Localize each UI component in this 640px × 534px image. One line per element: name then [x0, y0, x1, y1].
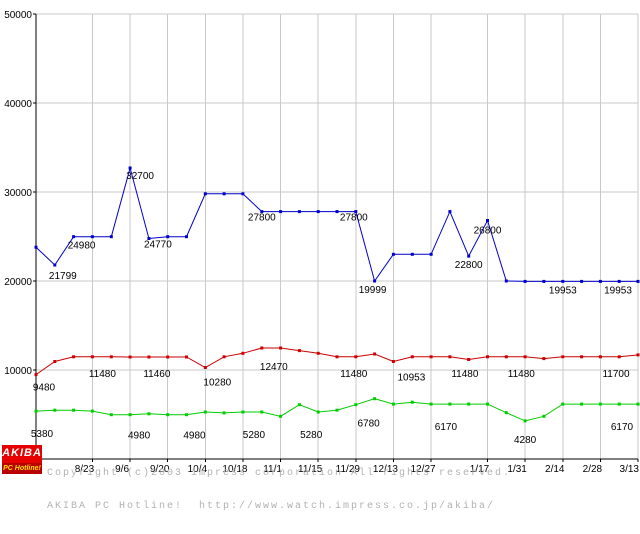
svg-text:11480: 11480: [451, 369, 479, 380]
svg-text:24980: 24980: [68, 241, 96, 252]
svg-text:12470: 12470: [260, 362, 288, 373]
svg-text:11700: 11700: [602, 369, 630, 380]
svg-text:26800: 26800: [474, 226, 502, 237]
svg-text:4280: 4280: [514, 435, 537, 446]
svg-text:9/20: 9/20: [150, 464, 170, 475]
svg-text:11480: 11480: [508, 369, 536, 380]
svg-text:2/28: 2/28: [583, 464, 603, 475]
svg-text:50000: 50000: [4, 10, 32, 21]
svg-text:32700: 32700: [126, 171, 154, 182]
y-axis-labels: 10000 20000 30000 40000 50000: [4, 10, 32, 377]
point-value-labels: 21799 24980 32700 24770 27800 27800 19999 22800…: [31, 171, 634, 446]
axes: [33, 13, 639, 462]
logo-pc-hotline-text: PC Hotline!: [2, 463, 42, 474]
svg-text:9/6: 9/6: [115, 464, 129, 475]
series-red: [34, 346, 640, 377]
svg-text:10953: 10953: [397, 373, 425, 384]
svg-text:30000: 30000: [4, 188, 32, 199]
copyright-block: Copyright (c)2003 impress corporation Al…: [47, 445, 511, 534]
series-blue: [34, 166, 640, 283]
series-green: [34, 397, 640, 423]
price-trend-line-chart: 10000200003000040000500008/28/239/69/201…: [4, 10, 640, 475]
svg-text:1/17: 1/17: [470, 464, 490, 475]
svg-text:9480: 9480: [33, 383, 56, 394]
svg-text:27800: 27800: [248, 213, 276, 224]
svg-text:6170: 6170: [611, 422, 634, 433]
footer: AKIBA PC Hotline! Copyright (c)2003 impr…: [2, 445, 511, 534]
svg-text:10280: 10280: [203, 378, 231, 389]
svg-text:21799: 21799: [49, 271, 77, 282]
svg-text:12/27: 12/27: [411, 464, 436, 475]
svg-text:11480: 11480: [340, 369, 368, 380]
svg-text:40000: 40000: [4, 99, 32, 110]
x-axis-labels: 8/28/239/69/2010/410/1811/111/1511/2912/…: [11, 464, 639, 475]
svg-text:11/29: 11/29: [336, 464, 361, 475]
svg-text:8/23: 8/23: [75, 464, 95, 475]
svg-text:11460: 11460: [143, 369, 171, 380]
akiba-pc-hotline-logo: AKIBA PC Hotline!: [2, 445, 42, 474]
svg-text:6170: 6170: [435, 422, 458, 433]
svg-text:6780: 6780: [357, 419, 380, 430]
site-url-text: AKIBA PC Hotline! http://www.watch.impre…: [47, 501, 496, 512]
svg-text:1/31: 1/31: [507, 464, 527, 475]
copyright-text: Copyright (c)2003 impress corporation Al…: [47, 468, 512, 479]
svg-text:12/13: 12/13: [373, 464, 398, 475]
svg-text:10/4: 10/4: [188, 464, 208, 475]
svg-text:11480: 11480: [89, 369, 117, 380]
gridlines: [35, 13, 639, 459]
svg-text:11/1: 11/1: [263, 464, 282, 475]
svg-text:19999: 19999: [359, 285, 387, 296]
svg-text:27800: 27800: [340, 213, 368, 224]
svg-text:3/13: 3/13: [620, 464, 640, 475]
svg-text:2/14: 2/14: [545, 464, 565, 475]
svg-text:10/18: 10/18: [222, 464, 247, 475]
svg-text:5280: 5280: [243, 430, 266, 441]
svg-text:24770: 24770: [144, 240, 172, 251]
svg-text:19953: 19953: [604, 285, 632, 296]
svg-text:5380: 5380: [31, 429, 54, 440]
svg-text:5280: 5280: [300, 430, 323, 441]
svg-text:4980: 4980: [128, 431, 151, 442]
svg-text:19953: 19953: [549, 285, 577, 296]
svg-text:22800: 22800: [455, 260, 483, 271]
chart-area: 10000200003000040000500008/28/239/69/201…: [4, 10, 640, 475]
logo-akiba-text: AKIBA: [2, 445, 42, 463]
svg-text:10000: 10000: [4, 366, 32, 377]
svg-text:4980: 4980: [183, 431, 206, 442]
svg-text:20000: 20000: [4, 277, 32, 288]
svg-text:11/15: 11/15: [298, 464, 323, 475]
